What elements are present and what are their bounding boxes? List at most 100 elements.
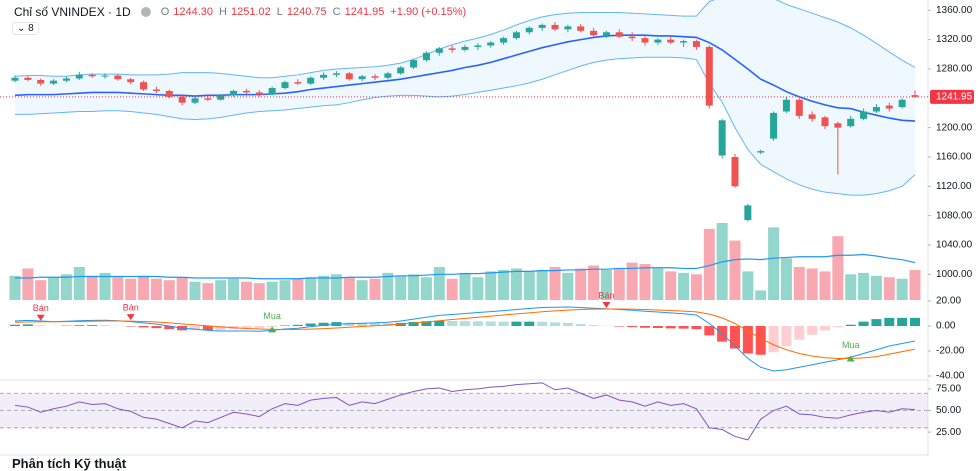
candle-body (886, 106, 893, 109)
histogram-bar (704, 326, 714, 335)
legend-key: O (161, 6, 170, 18)
candle-body (153, 89, 160, 90)
histogram-bar (871, 319, 881, 326)
candle-body (719, 120, 726, 155)
volume-bar (370, 279, 381, 300)
volume-bar (48, 277, 59, 300)
volume-bar (254, 283, 265, 300)
candle-body (50, 81, 57, 84)
volume-bar (318, 276, 329, 300)
volume-bar (768, 227, 779, 300)
candle-body (667, 40, 674, 43)
volume-bar (845, 274, 856, 300)
histogram-bar (730, 326, 740, 349)
volume-bar (344, 277, 355, 300)
histogram-bar (653, 326, 663, 328)
y-tick-label: 1320.00 (936, 34, 973, 45)
histogram-bar (794, 326, 804, 340)
macd-line (15, 307, 915, 371)
status-dot (141, 7, 151, 17)
histogram-bar (74, 325, 84, 326)
histogram-bar (833, 326, 843, 327)
candle-body (693, 41, 700, 47)
histogram-bar (576, 324, 586, 326)
volume-bar (730, 241, 741, 300)
histogram-bar (846, 325, 856, 326)
volume-bar (678, 273, 689, 300)
candle-body (127, 79, 134, 82)
volume-bar (485, 271, 496, 300)
candle-body (822, 117, 829, 126)
histogram-bar (537, 322, 547, 326)
collapse-button[interactable]: ⌄ 8 (12, 22, 39, 35)
candle-body (166, 91, 173, 97)
candle-body (423, 53, 430, 60)
legend-key: C (333, 6, 341, 18)
y-tick-label: 50.00 (936, 405, 961, 416)
volume-bar (691, 274, 702, 300)
candle-body (269, 88, 276, 95)
y-tick-label: -20.00 (936, 346, 965, 357)
legend-key: H (219, 6, 227, 18)
candle-body (577, 26, 584, 30)
histogram-bar (254, 326, 264, 328)
histogram-bar (447, 321, 457, 326)
volume-bar (151, 279, 162, 300)
y-tick-label: -40.00 (936, 371, 965, 382)
candle-body (873, 107, 880, 111)
candle-body (217, 95, 224, 99)
histogram-bar (473, 321, 483, 326)
candle-body (346, 73, 353, 79)
candle-body (860, 111, 867, 118)
candle-body (397, 67, 404, 73)
volume-bar (395, 276, 406, 300)
histogram-bar (859, 322, 869, 326)
y-tick-label: 1000.00 (936, 269, 973, 280)
candle-body (462, 47, 469, 50)
volume-bar (138, 276, 149, 300)
volume-bar (472, 277, 483, 300)
candle-body (333, 73, 340, 74)
candle-body (654, 40, 661, 43)
symbol-title: Chỉ số VNINDEX · 1D (14, 5, 131, 19)
volume-bar (794, 267, 805, 300)
histogram-bar (280, 326, 290, 327)
histogram-bar (126, 326, 136, 327)
volume-bar (781, 258, 792, 300)
histogram-bar (897, 318, 907, 326)
candle-body (294, 82, 301, 83)
y-tick-label: 1160.00 (936, 152, 972, 163)
volume-bar (177, 277, 188, 300)
candle-body (140, 82, 147, 89)
signal-label: Bán (33, 303, 49, 313)
candle-body (487, 43, 494, 46)
volume-bar (614, 268, 625, 300)
candle-body (526, 28, 533, 32)
histogram-bar (807, 326, 817, 335)
volume-bar (575, 268, 586, 300)
y-tick-label: 1200.00 (936, 122, 973, 133)
indicator-count: 8 (28, 23, 34, 34)
volume-bar (588, 266, 599, 300)
volume-bar (408, 274, 419, 300)
volume-bar (280, 280, 291, 300)
candle-body (500, 38, 507, 42)
y-tick-label: 1360.00 (936, 5, 973, 16)
legend-key: L (277, 6, 283, 18)
candle-body (590, 31, 597, 35)
histogram-bar (781, 326, 791, 346)
volume-bar (550, 267, 561, 300)
histogram-bar (293, 325, 303, 326)
candle-body (629, 37, 636, 38)
candle-body (102, 76, 109, 77)
volume-bar (665, 271, 676, 300)
signal-label: Mua (842, 340, 860, 350)
candle-body (809, 114, 816, 118)
volume-bar (652, 268, 663, 300)
volume-bar (215, 280, 226, 300)
volume-bar (871, 276, 882, 300)
candle-body (539, 25, 546, 28)
volume-bar (820, 271, 831, 300)
volume-bar (305, 277, 316, 300)
volume-bar (858, 273, 869, 300)
